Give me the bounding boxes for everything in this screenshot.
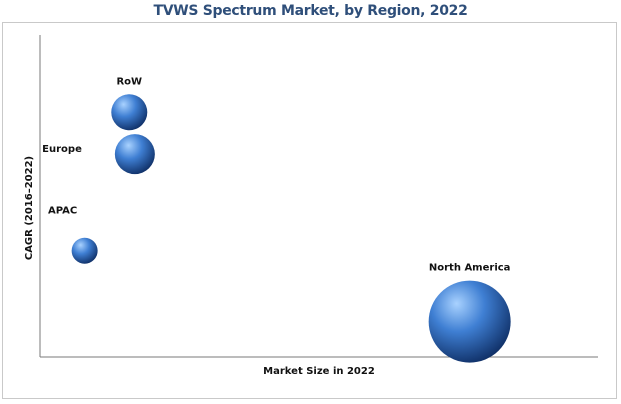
bubble-europe <box>114 134 155 175</box>
bubble-apac <box>71 237 98 264</box>
bubble-label-europe: Europe <box>42 144 82 155</box>
chart-title: TVWS Spectrum Market, by Region, 2022 <box>153 3 468 19</box>
bubble-label-apac: APAC <box>48 206 77 217</box>
bubble-row <box>111 94 148 131</box>
bubble-layer: RoW Europe APAC North America <box>42 76 511 363</box>
y-axis-label: CAGR (2016–2022) <box>24 156 35 260</box>
chart-frame <box>2 22 617 399</box>
bubble-north-america <box>428 280 511 363</box>
x-axis-label: Market Size in 2022 <box>263 366 375 377</box>
bubble-label-north-america: North America <box>429 263 511 274</box>
bubble-label-row: RoW <box>116 76 142 87</box>
